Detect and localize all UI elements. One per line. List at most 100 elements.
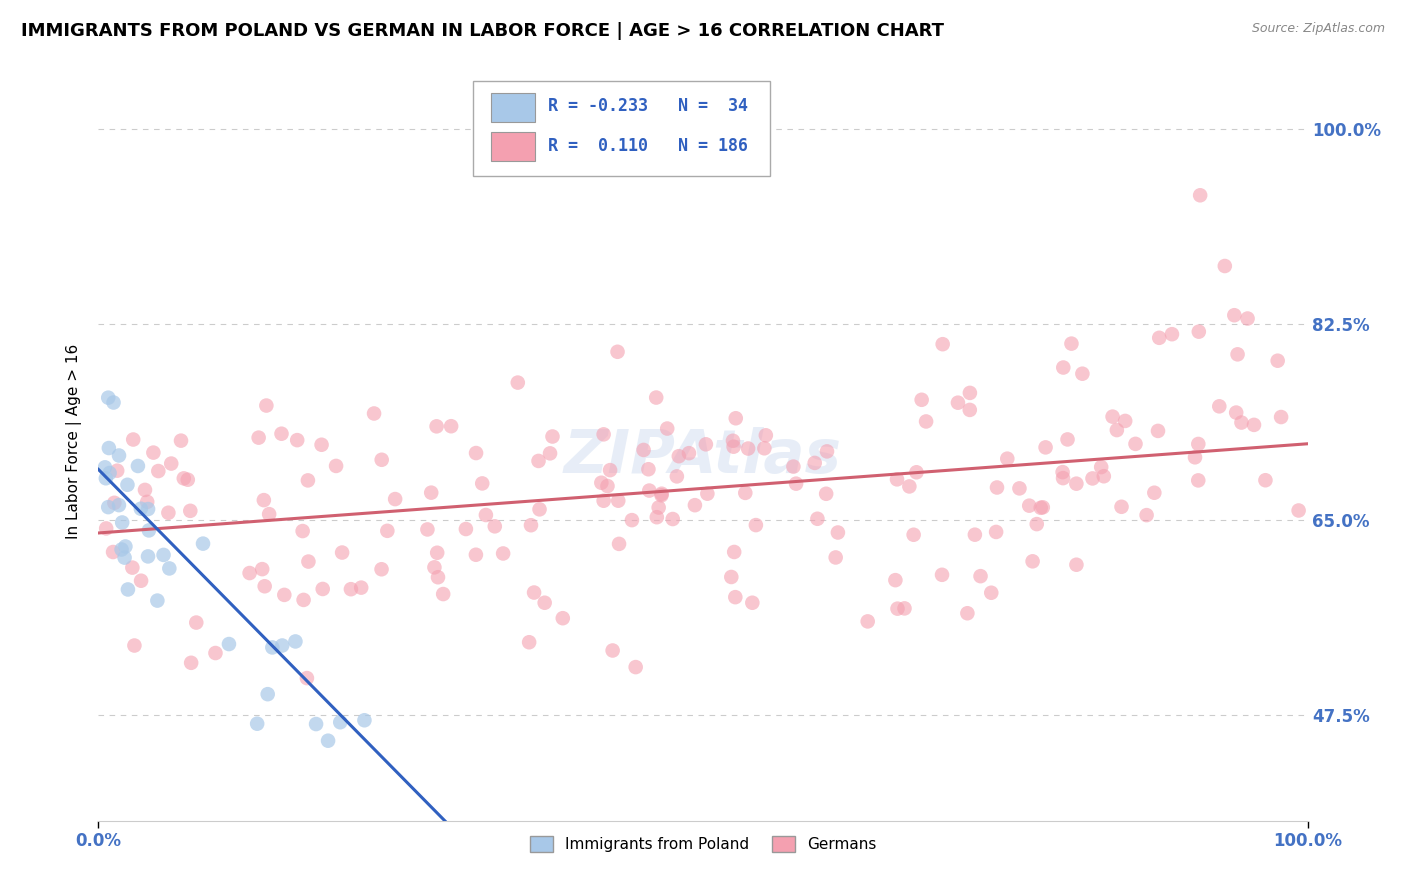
Point [599,463,621,477]
Point [650,488,672,502]
Point [110,542,132,557]
Point [426,419,449,434]
Point [915,414,938,428]
Point [755,428,778,442]
Point [782,459,804,474]
Point [124,639,146,653]
Point [471,476,494,491]
Point [285,433,308,447]
Point [180,656,202,670]
Point [191,536,214,550]
Point [720,570,742,584]
Point [969,569,991,583]
Point [1125,437,1147,451]
Point [273,588,295,602]
Point [1021,554,1043,568]
Point [247,431,270,445]
Point [1105,423,1128,437]
Text: R =  0.110   N = 186: R = 0.110 N = 186 [548,136,748,155]
Point [94,471,117,485]
Point [803,456,825,470]
Point [311,438,333,452]
Point [105,464,128,478]
Point [465,446,488,460]
Point [157,561,180,575]
Point [668,449,690,463]
Point [506,376,529,390]
Point [1114,414,1136,428]
Point [271,639,294,653]
Point [353,713,375,727]
Point [602,643,624,657]
Point [284,634,307,648]
Point [956,606,979,620]
Point [541,429,564,443]
Point [517,635,540,649]
Point [696,486,718,500]
Point [1056,433,1078,447]
Point [1025,517,1047,532]
FancyBboxPatch shape [492,93,534,121]
Point [538,446,561,460]
Point [984,524,1007,539]
Point [142,445,165,459]
Point [903,527,925,541]
Point [647,500,669,515]
Point [1008,482,1031,496]
Point [108,498,131,512]
Point [484,519,506,533]
Point [638,483,661,498]
Point [527,454,550,468]
Point [370,452,392,467]
Point [931,567,953,582]
Point [492,546,515,560]
Point [256,687,278,701]
Point [645,391,668,405]
Point [986,481,1008,495]
Point [177,473,200,487]
Point [1032,500,1054,515]
Point [103,496,125,510]
Point [363,407,385,421]
Point [218,637,240,651]
Point [624,660,647,674]
Point [1226,347,1249,361]
Point [657,421,679,435]
Point [721,434,744,448]
Point [886,472,908,486]
Point [1161,327,1184,342]
Point [734,486,756,500]
Point [893,601,915,615]
Point [1243,417,1265,432]
Point [959,403,981,417]
Point [1213,259,1236,273]
Text: Source: ZipAtlas.com: Source: ZipAtlas.com [1251,22,1385,36]
Point [1187,474,1209,488]
Point [523,585,546,599]
Point [148,464,170,478]
Point [741,596,763,610]
Point [454,522,477,536]
Point [475,508,498,522]
Point [1187,437,1209,451]
Point [1018,499,1040,513]
Point [136,549,159,564]
Point [591,475,613,490]
Point [270,426,292,441]
Point [1223,308,1246,322]
Point [1071,367,1094,381]
Point [737,442,759,456]
Point [432,587,454,601]
Point [173,471,195,485]
Point [96,521,118,535]
Point [254,399,277,413]
Point [330,545,353,559]
Point [931,337,953,351]
Point [1090,460,1112,475]
Point [683,498,706,512]
Point [129,574,152,588]
Point [1143,485,1166,500]
Point [114,540,136,554]
Point [723,440,745,454]
Point [815,444,838,458]
